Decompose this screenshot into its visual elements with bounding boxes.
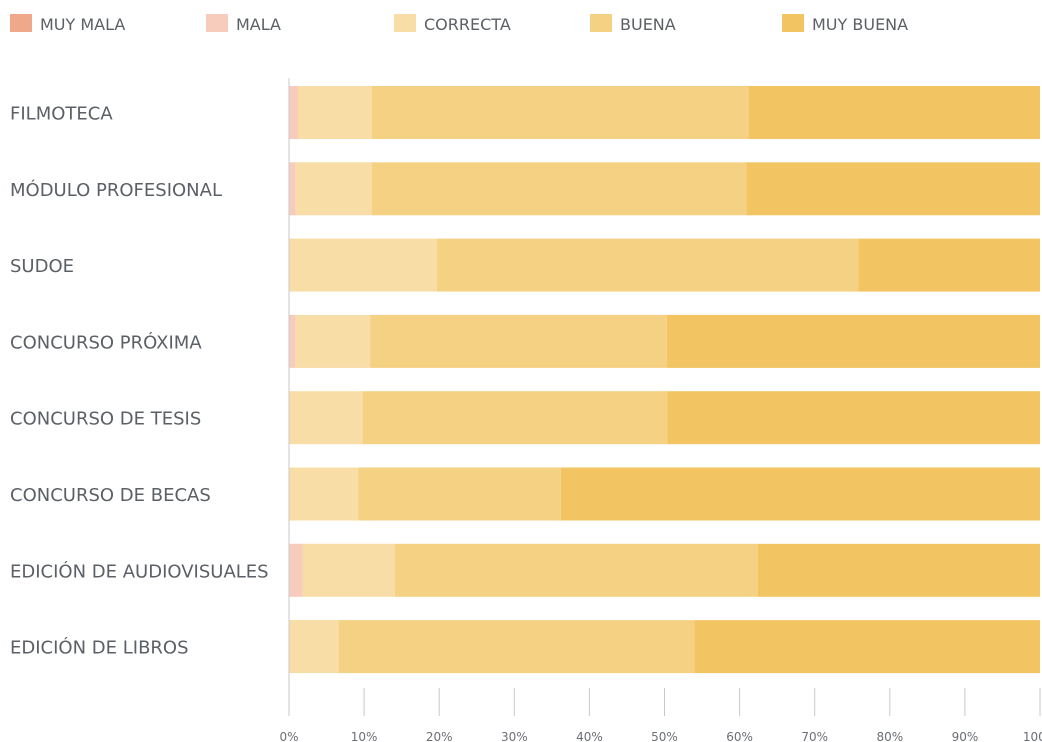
tick-label-9: 90% bbox=[952, 730, 979, 742]
bar-segment-edicion-de-libros-correcta bbox=[289, 620, 339, 674]
legend-swatch-mala bbox=[206, 14, 228, 32]
legend-label-muy-buena: MUY BUENA bbox=[812, 15, 908, 34]
bar-segment-modulo-profesional-buena bbox=[371, 162, 747, 216]
bar-segment-concurso-proxima-muy-buena bbox=[666, 314, 1040, 368]
category-label-concurso-de-tesis: CONCURSO DE TESIS bbox=[10, 409, 201, 430]
category-label-concurso-proxima: CONCURSO PRÓXIMA bbox=[10, 331, 202, 353]
bar-segment-modulo-profesional-mala bbox=[289, 162, 296, 216]
bar-segment-edicion-de-audiovisuales-buena bbox=[394, 543, 758, 597]
bar-segment-concurso-de-tesis-buena bbox=[362, 391, 668, 445]
legend-swatch-muy-mala bbox=[10, 14, 32, 32]
tick-label-4: 40% bbox=[576, 730, 603, 742]
tick-label-0: 0% bbox=[279, 730, 298, 742]
legend-label-correcta: CORRECTA bbox=[424, 15, 511, 34]
bar-segment-edicion-de-audiovisuales-muy-buena bbox=[757, 543, 1040, 597]
tick-label-1: 10% bbox=[351, 730, 378, 742]
bar-row-sudoe bbox=[289, 238, 1040, 292]
legend-label-muy-mala: MUY MALA bbox=[40, 15, 125, 34]
bar-segment-sudoe-correcta bbox=[289, 238, 437, 292]
category-label-filmoteca: FILMOTECA bbox=[10, 104, 113, 125]
bar-segment-edicion-de-audiovisuales-mala bbox=[289, 543, 303, 597]
bar-segment-edicion-de-audiovisuales-correcta bbox=[302, 543, 395, 597]
bar-row-concurso-de-becas bbox=[289, 467, 1040, 521]
bar-segment-filmoteca-buena bbox=[371, 86, 749, 139]
bar-row-edicion-de-libros bbox=[289, 620, 1040, 674]
bar-segment-concurso-de-becas-buena bbox=[358, 467, 561, 521]
legend-label-mala: MALA bbox=[236, 15, 281, 34]
bar-segment-modulo-profesional-correcta bbox=[295, 162, 372, 216]
bar-segment-concurso-proxima-mala bbox=[289, 314, 296, 368]
bar-segment-modulo-profesional-muy-buena bbox=[746, 162, 1040, 216]
category-label-edicion-de-audiovisuales: EDICIÓN DE AUDIOVISUALES bbox=[10, 560, 269, 582]
tick-label-8: 80% bbox=[876, 730, 903, 742]
tick-label-2: 20% bbox=[426, 730, 453, 742]
legend-label-buena: BUENA bbox=[620, 15, 676, 34]
category-label-concurso-de-becas: CONCURSO DE BECAS bbox=[10, 485, 211, 506]
bar-segment-concurso-proxima-correcta bbox=[295, 314, 371, 368]
category-label-modulo-profesional: MÓDULO PROFESIONAL bbox=[10, 179, 222, 201]
tick-label-7: 70% bbox=[801, 730, 828, 742]
value-axis: 0% 10% 20% 30% 40% 50% 60% 70% 80% 90% 100% bbox=[279, 78, 1042, 742]
category-axis: FILMOTECA MÓDULO PROFESIONAL SUDOE CONCURSO… bbox=[10, 104, 269, 659]
bar-segment-edicion-de-libros-muy-buena bbox=[694, 620, 1040, 674]
legend-swatch-muy-buena bbox=[782, 14, 804, 32]
bar-segment-filmoteca-mala bbox=[289, 86, 299, 139]
bar-segment-concurso-proxima-buena bbox=[370, 314, 667, 368]
bar-segment-concurso-de-becas-correcta bbox=[289, 467, 359, 521]
bar-row-filmoteca bbox=[289, 86, 1040, 139]
tick-label-6: 60% bbox=[726, 730, 753, 742]
bar-row-modulo-profesional bbox=[289, 162, 1040, 216]
bar-segment-edicion-de-libros-buena bbox=[338, 620, 695, 674]
tick-label-5: 50% bbox=[651, 730, 678, 742]
bar-row-concurso-proxima bbox=[289, 314, 1040, 368]
legend-swatch-correcta bbox=[394, 14, 416, 32]
tick-label-3: 30% bbox=[501, 730, 528, 742]
legend-swatch-buena bbox=[590, 14, 612, 32]
category-label-edicion-de-libros: EDICIÓN DE LIBROS bbox=[10, 637, 189, 659]
category-label-sudoe: SUDOE bbox=[10, 256, 74, 277]
bar-row-concurso-de-tesis bbox=[289, 391, 1040, 445]
bar-segment-filmoteca-muy-buena bbox=[748, 86, 1040, 139]
bar-segment-concurso-de-tesis-correcta bbox=[289, 391, 363, 445]
plot-area bbox=[289, 86, 1040, 674]
bar-row-edicion-de-audiovisuales bbox=[289, 543, 1040, 597]
bar-segment-sudoe-buena bbox=[436, 238, 859, 292]
bar-segment-concurso-de-tesis-muy-buena bbox=[667, 391, 1040, 445]
bar-segment-filmoteca-correcta bbox=[298, 86, 372, 139]
tick-label-10: 100% bbox=[1023, 730, 1042, 742]
legend: MUY MALA MALA CORRECTA BUENA MUY BUENA bbox=[10, 14, 908, 34]
bar-segment-sudoe-muy-buena bbox=[858, 238, 1040, 292]
bar-segment-concurso-de-becas-muy-buena bbox=[560, 467, 1040, 521]
